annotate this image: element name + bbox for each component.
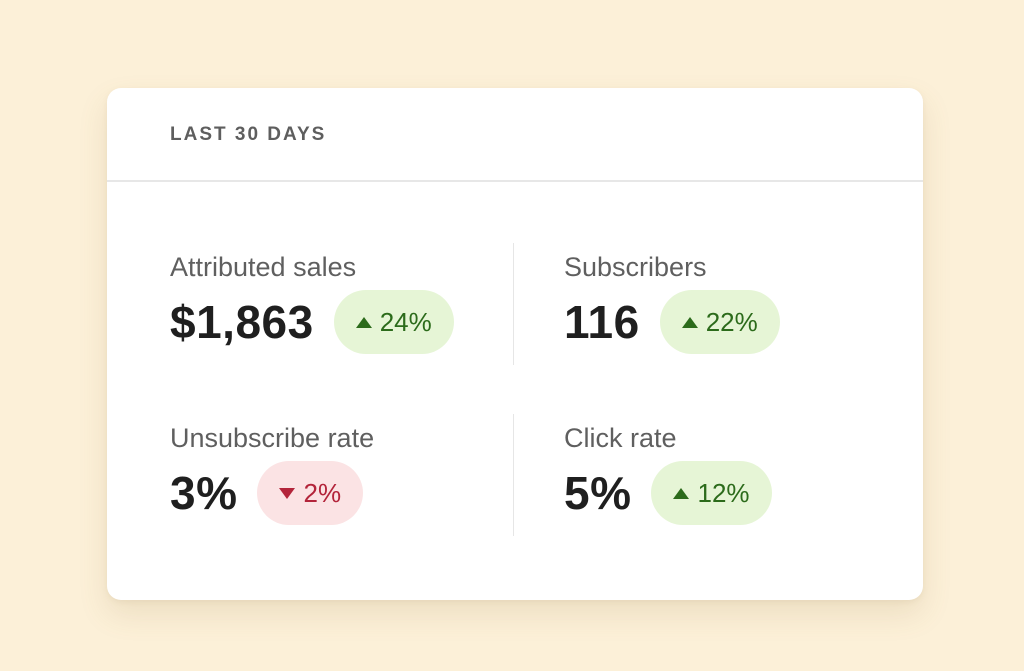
- metric-value: 116: [564, 296, 640, 348]
- metric-label: Unsubscribe rate: [170, 423, 375, 453]
- metric-label: Subscribers: [564, 252, 707, 282]
- change-value: 12%: [697, 477, 750, 508]
- metric-row: 5% 12%: [564, 461, 772, 525]
- change-badge: 22%: [659, 290, 780, 354]
- triangle-up-icon: [355, 316, 372, 328]
- card-title: LAST 30 DAYS: [170, 124, 327, 145]
- metric-value: $1,863: [170, 296, 314, 348]
- change-value: 24%: [379, 306, 432, 337]
- column-divider-top: [513, 243, 514, 365]
- column-divider-bottom: [513, 414, 514, 536]
- metric-row: 116 22%: [564, 290, 780, 354]
- change-value: 2%: [303, 477, 342, 508]
- triangle-up-icon: [673, 487, 690, 499]
- metric-row: $1,863 24%: [170, 290, 454, 354]
- triangle-down-icon: [279, 487, 296, 499]
- change-badge: 12%: [651, 461, 772, 525]
- card-header: LAST 30 DAYS: [107, 88, 923, 182]
- metric-value: 5%: [564, 467, 632, 519]
- metric-label: Attributed sales: [170, 252, 357, 282]
- metric-label: Click rate: [564, 423, 677, 453]
- metric-value: 3%: [170, 467, 238, 519]
- stats-card: LAST 30 DAYS Attributed sales $1,863 24%…: [107, 88, 923, 600]
- change-badge: 2%: [257, 461, 364, 525]
- change-badge: 24%: [333, 290, 454, 354]
- metric-row: 3% 2%: [170, 461, 364, 525]
- triangle-up-icon: [681, 316, 698, 328]
- change-value: 22%: [705, 306, 758, 337]
